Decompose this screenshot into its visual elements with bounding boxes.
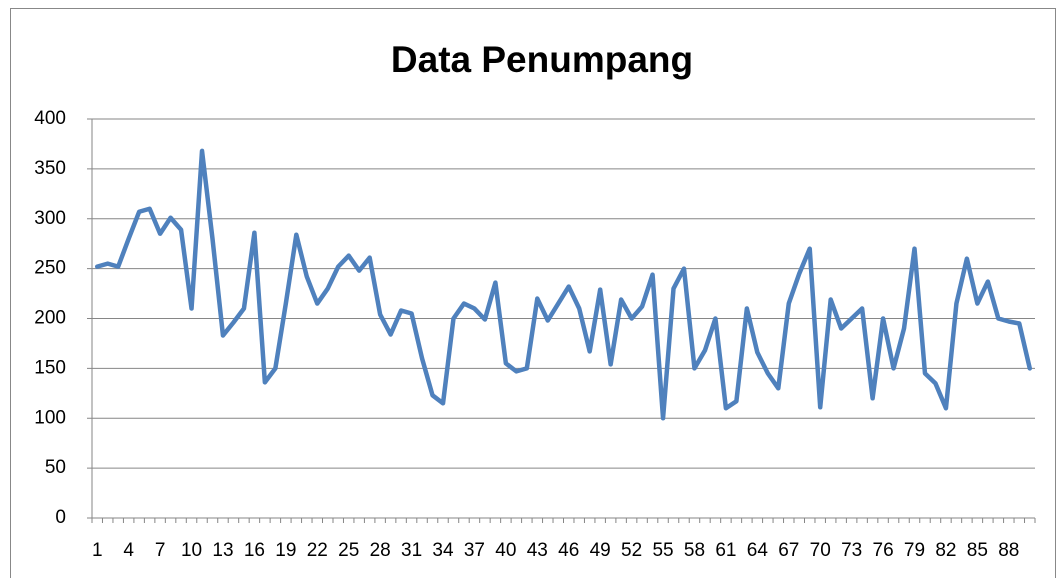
data-line bbox=[94, 148, 1033, 421]
x-tick-label: 67 bbox=[778, 540, 799, 561]
x-tick-label: 34 bbox=[432, 540, 454, 561]
chart-title: Data Penumpang bbox=[391, 39, 693, 80]
x-tick-label: 37 bbox=[464, 540, 485, 561]
y-tick-label: 0 bbox=[55, 507, 66, 528]
x-tick-label: 43 bbox=[527, 540, 548, 561]
x-tick-label: 22 bbox=[307, 540, 328, 561]
y-tick-label: 100 bbox=[34, 407, 66, 428]
x-tick-label: 28 bbox=[370, 540, 391, 561]
x-tick-label: 40 bbox=[495, 540, 516, 561]
y-tick-label: 150 bbox=[34, 357, 66, 378]
y-tick-label: 350 bbox=[34, 158, 66, 179]
x-tick-label: 1 bbox=[92, 540, 103, 561]
x-tick-label: 73 bbox=[841, 540, 862, 561]
x-tick-label: 52 bbox=[621, 540, 642, 561]
x-tick-label: 49 bbox=[590, 540, 611, 561]
x-tick-label: 16 bbox=[244, 540, 265, 561]
x-tick-label: 19 bbox=[275, 540, 296, 561]
x-tick-label: 58 bbox=[684, 540, 705, 561]
x-tick-label: 85 bbox=[967, 540, 988, 561]
chart-border bbox=[10, 8, 1056, 578]
x-tick-label: 7 bbox=[155, 540, 166, 561]
x-tick-label: 46 bbox=[558, 540, 579, 561]
y-tick-label: 200 bbox=[34, 308, 66, 329]
x-tick-label: 88 bbox=[998, 540, 1019, 561]
y-tick-label: 400 bbox=[34, 108, 66, 129]
x-tick-label: 25 bbox=[338, 540, 359, 561]
x-tick-label: 4 bbox=[123, 540, 134, 561]
y-tick-label: 50 bbox=[45, 457, 66, 478]
x-tick-label: 61 bbox=[715, 540, 736, 561]
x-tick-label: 10 bbox=[181, 540, 202, 561]
y-tick-label: 300 bbox=[34, 208, 66, 229]
y-tick-label: 250 bbox=[34, 258, 66, 279]
x-tick-label: 64 bbox=[747, 540, 769, 561]
x-tick-label: 13 bbox=[212, 540, 233, 561]
x-tick-label: 70 bbox=[810, 540, 831, 561]
x-tick-label: 79 bbox=[904, 540, 925, 561]
x-tick-label: 76 bbox=[873, 540, 894, 561]
x-tick-label: 55 bbox=[652, 540, 673, 561]
x-tick-label: 82 bbox=[935, 540, 956, 561]
x-tick-label: 31 bbox=[401, 540, 422, 561]
